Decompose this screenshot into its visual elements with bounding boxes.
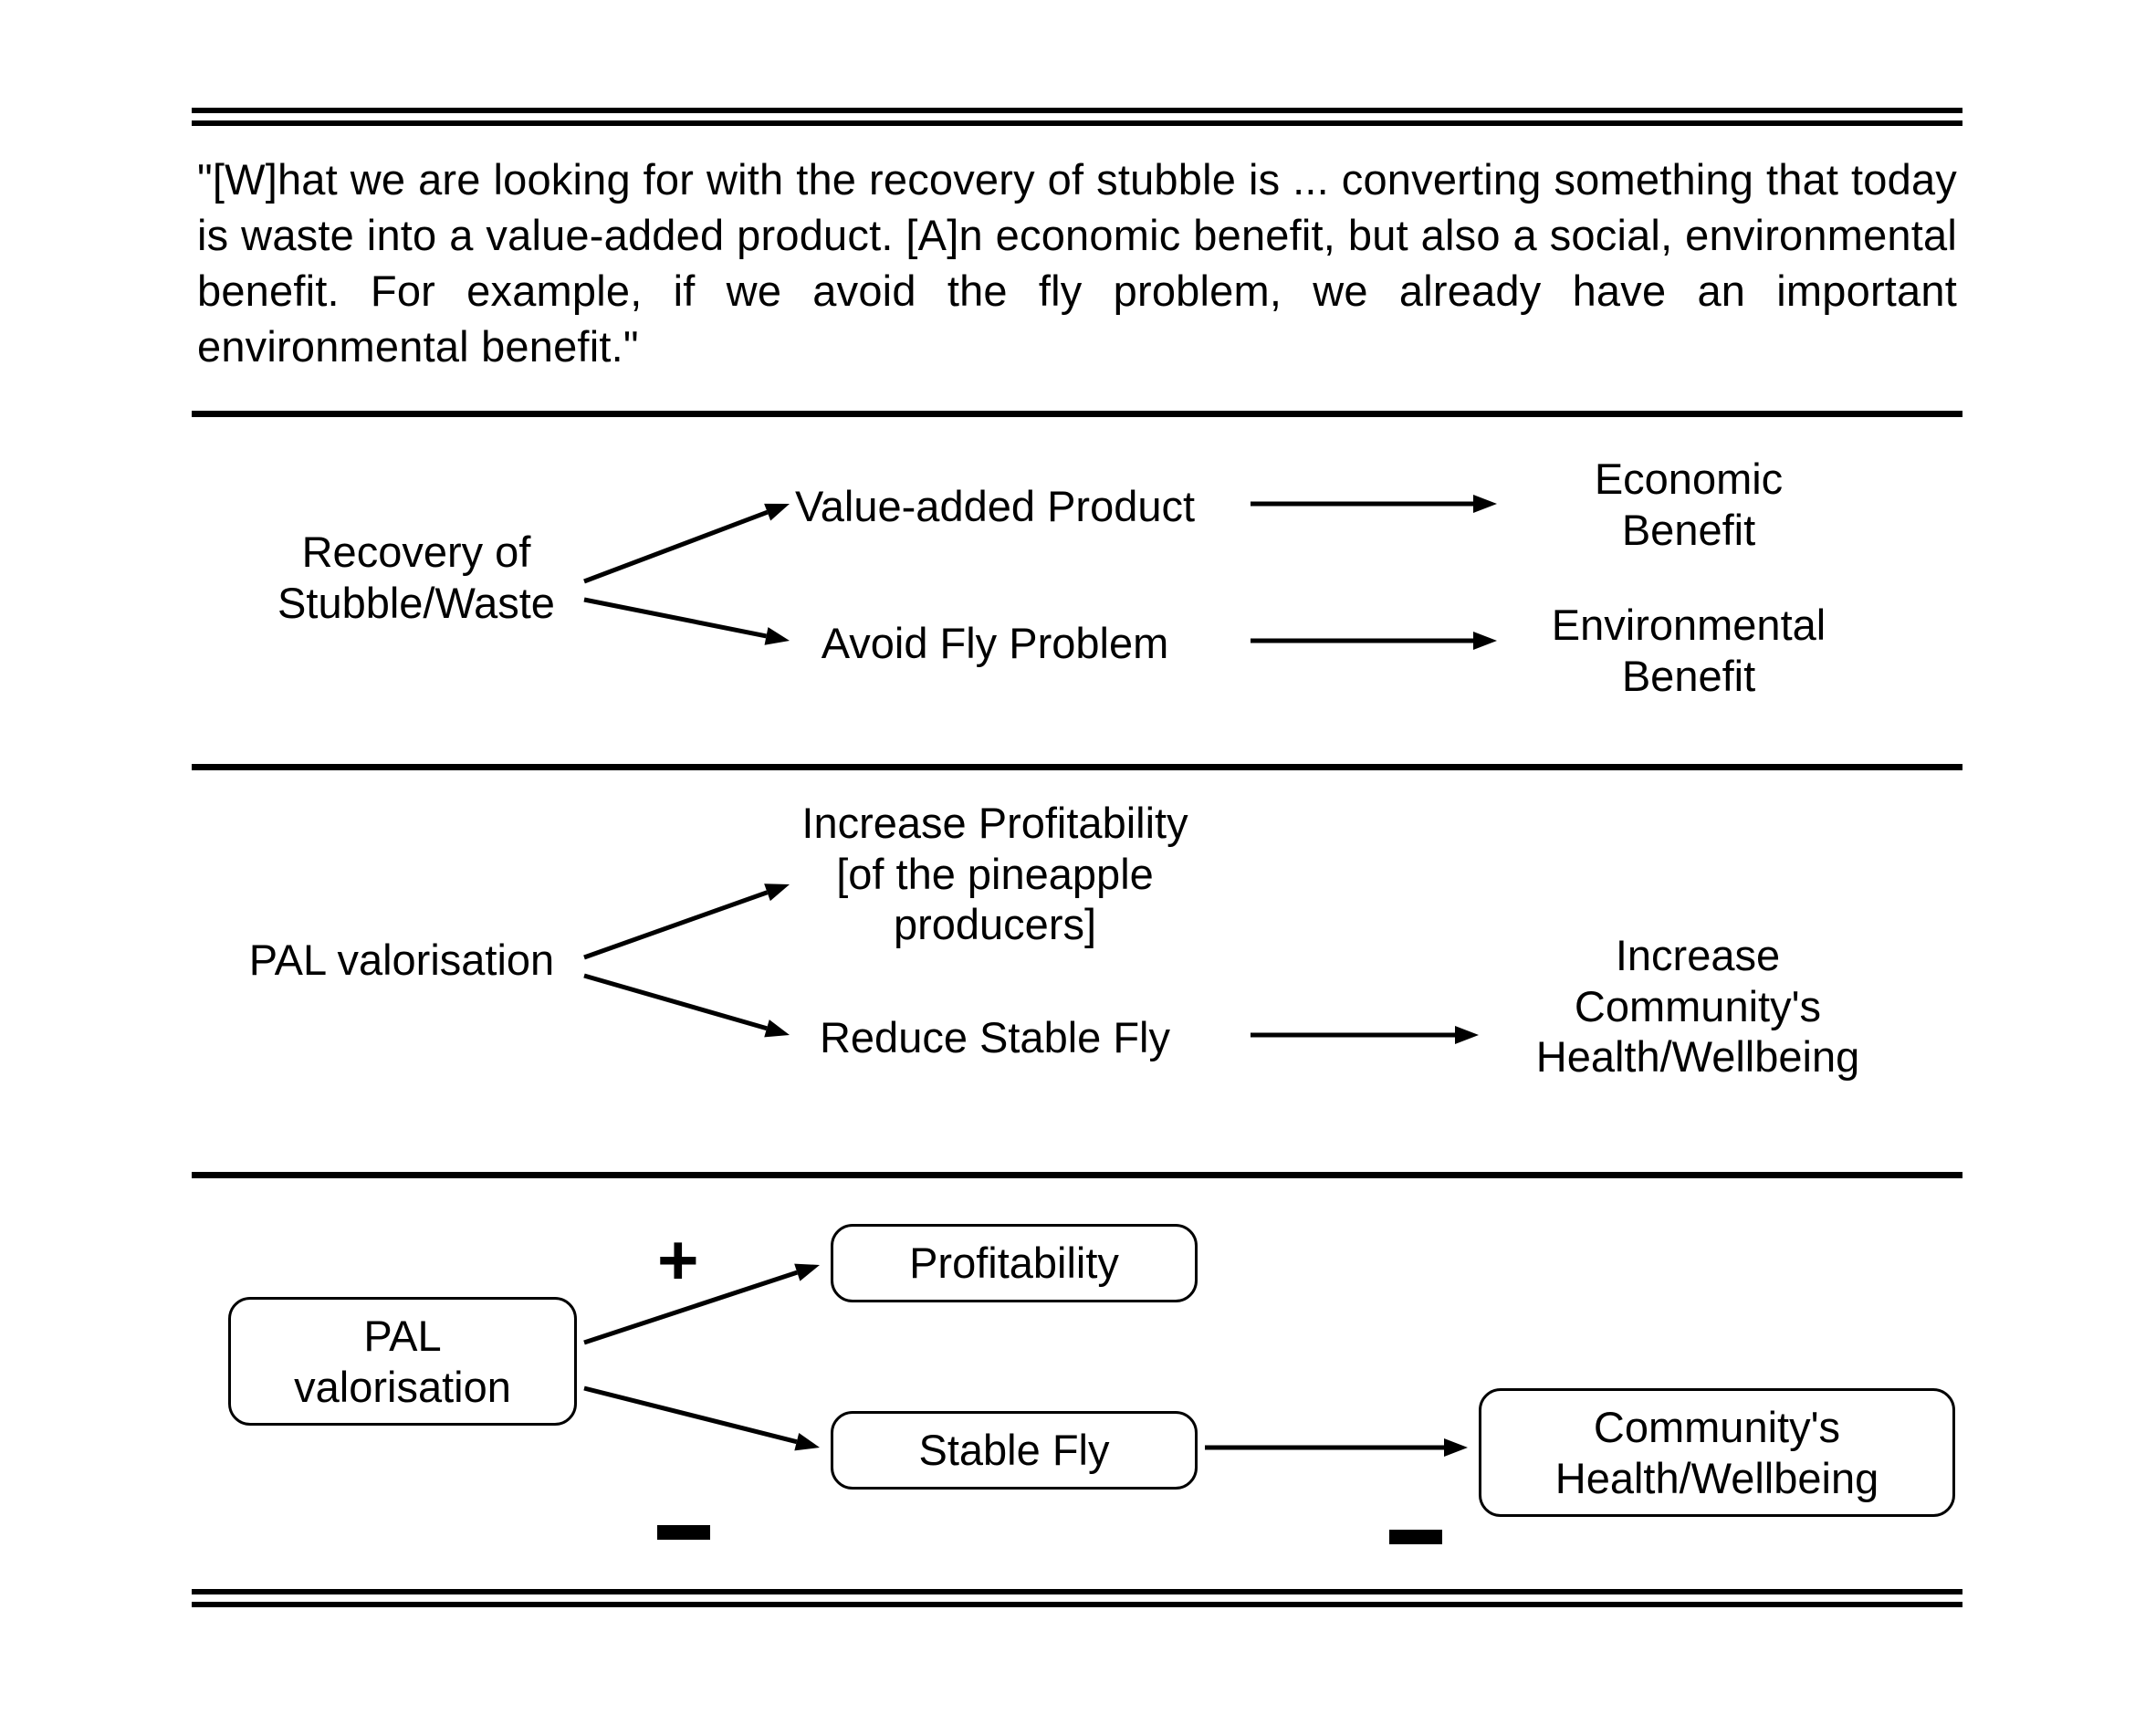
plus-sign-icon: +	[657, 1224, 699, 1295]
p3-node-pal-box: PAL valorisation	[228, 1297, 577, 1426]
p3-node-community-box: Community's Health/Wellbeing	[1479, 1388, 1955, 1517]
p2-node-reduce-fly: Reduce Stable Fly	[758, 1012, 1232, 1062]
page: "[W]hat we are looking for with the reco…	[0, 0, 2156, 1725]
bottom-double-rule	[192, 1589, 1962, 1607]
content-area: "[W]hat we are looking for with the reco…	[192, 108, 1962, 1607]
p3-node-profitability-box: Profitability	[831, 1224, 1198, 1302]
top-double-rule	[192, 108, 1962, 126]
minus-sign-2-icon	[1389, 1484, 1442, 1555]
panel-2: PAL valorisation Increase Profitability …	[192, 798, 1962, 1145]
rule-3	[192, 1172, 1962, 1178]
p2-node-community: Increase Community's Health/Wellbeing	[1488, 930, 1908, 1082]
quote-text: "[W]hat we are looking for with the reco…	[192, 152, 1962, 383]
p1-node-avoid-fly: Avoid Fly Problem	[758, 618, 1232, 668]
rule-2	[192, 764, 1962, 770]
panel-1: Recovery of Stubble/Waste Value-added Pr…	[192, 444, 1962, 737]
p1-node-value-added: Value-added Product	[758, 481, 1232, 531]
p2-node-profitability: Increase Profitability [of the pineapple…	[758, 798, 1232, 949]
p1-node-environmental: Environmental Benefit	[1506, 600, 1871, 701]
p1-node-economic: Economic Benefit	[1506, 454, 1871, 555]
p1-node-recovery: Recovery of Stubble/Waste	[261, 527, 571, 628]
minus-sign-1-icon	[657, 1479, 710, 1551]
p2-node-pal: PAL valorisation	[219, 935, 584, 985]
panel-3: PAL valorisation Profitability Stable Fl…	[192, 1206, 1962, 1552]
p3-node-stable-fly-box: Stable Fly	[831, 1411, 1198, 1489]
rule-1	[192, 411, 1962, 417]
